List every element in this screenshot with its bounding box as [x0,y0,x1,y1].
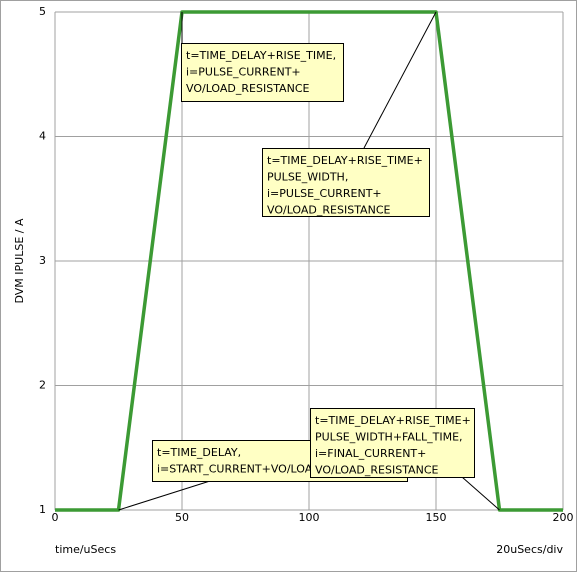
annotation-leader [363,11,437,149]
scale-note: 20uSecs/div [496,543,563,556]
y-tick-label: 3 [39,254,46,267]
y-tick-label: 1 [39,503,46,516]
y-tick-label: 5 [39,5,46,18]
x-tick-label: 200 [553,511,574,524]
x-tick-label: 100 [299,511,320,524]
annotation-text: i=PULSE_CURRENT+ [267,187,382,200]
annotation-box [262,148,430,217]
annotation-text: i=FINAL_CURRENT+ [315,447,426,460]
x-tick-label: 50 [175,511,189,524]
annotation-text: VO/LOAD_RESISTANCE [315,464,438,477]
annotation-text: t=TIME_DELAY+RISE_TIME+ [267,154,423,167]
annotation-text: VO/LOAD_RESISTANCE [186,82,309,95]
x-tick-label: 150 [426,511,447,524]
annotation-text: t=TIME_DELAY+RISE_TIME, [186,49,336,62]
y-axis-label: DVM IPULSE / A [13,218,26,303]
x-tick-label: 0 [52,511,59,524]
annotation-leader [118,480,211,511]
annotation-text: VO/LOAD_RESISTANCE [267,204,390,217]
annotation-box [310,408,475,478]
annotation-text: t=TIME_DELAY, [157,446,241,459]
series-line [55,10,563,512]
annotation-text: PULSE_WIDTH+FALL_TIME, [315,431,463,444]
x-axis-label: time/uSecs [55,543,116,556]
annotation-leader [461,476,500,511]
annotation-box [181,43,344,102]
y-tick-label: 4 [39,130,46,143]
y-tick-label: 2 [39,379,46,392]
annotation-text: PULSE_WIDTH, [267,171,348,184]
annotation-text: t=TIME_DELAY+RISE_TIME+ [315,414,471,427]
annotation-text: i=PULSE_CURRENT+ [186,66,301,79]
